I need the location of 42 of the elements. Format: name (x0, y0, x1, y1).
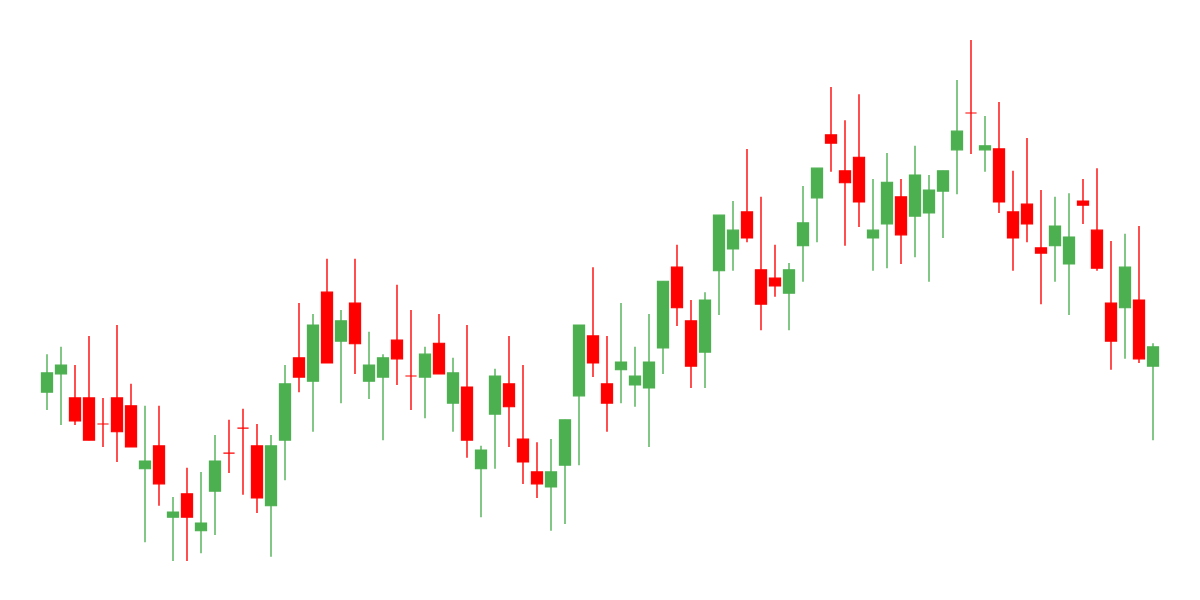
candlestick (628, 346, 642, 408)
candlestick (180, 467, 194, 562)
candlestick (950, 79, 964, 195)
candlestick (166, 496, 180, 562)
candlestick (782, 262, 796, 331)
candlestick (726, 200, 740, 272)
candlestick (964, 39, 978, 155)
candlestick (40, 353, 54, 411)
candlestick (768, 244, 782, 298)
candlestick (68, 364, 82, 426)
candlestick (1146, 342, 1160, 441)
candlestick (936, 170, 950, 239)
candlestick (334, 309, 348, 404)
candlestick (194, 471, 208, 554)
candlestick (474, 445, 488, 518)
candlestick (404, 309, 418, 411)
candlestick (866, 178, 880, 272)
candlestick (1020, 137, 1034, 243)
candlestick (502, 335, 516, 448)
candlestick (530, 441, 544, 499)
candlestick (1034, 189, 1048, 305)
candlestick (362, 331, 376, 400)
candlestick (516, 364, 530, 485)
candlestick (922, 174, 936, 283)
candlestick (824, 86, 838, 173)
candlestick (796, 185, 810, 283)
candlestick (1076, 178, 1090, 225)
candlestick (418, 346, 432, 419)
candlestick (138, 405, 152, 543)
candlestick (600, 335, 614, 433)
candlestick (1048, 196, 1062, 283)
candlestick (614, 302, 628, 404)
candlestick (236, 408, 250, 496)
candlestick (292, 302, 306, 393)
candlestick (54, 346, 68, 426)
candlestick (390, 284, 404, 386)
candlestick (376, 353, 390, 441)
candlestick (978, 115, 992, 173)
candlestick (544, 438, 558, 532)
candlestick (96, 397, 110, 448)
candlestick (222, 419, 236, 474)
candlestick (838, 119, 852, 247)
